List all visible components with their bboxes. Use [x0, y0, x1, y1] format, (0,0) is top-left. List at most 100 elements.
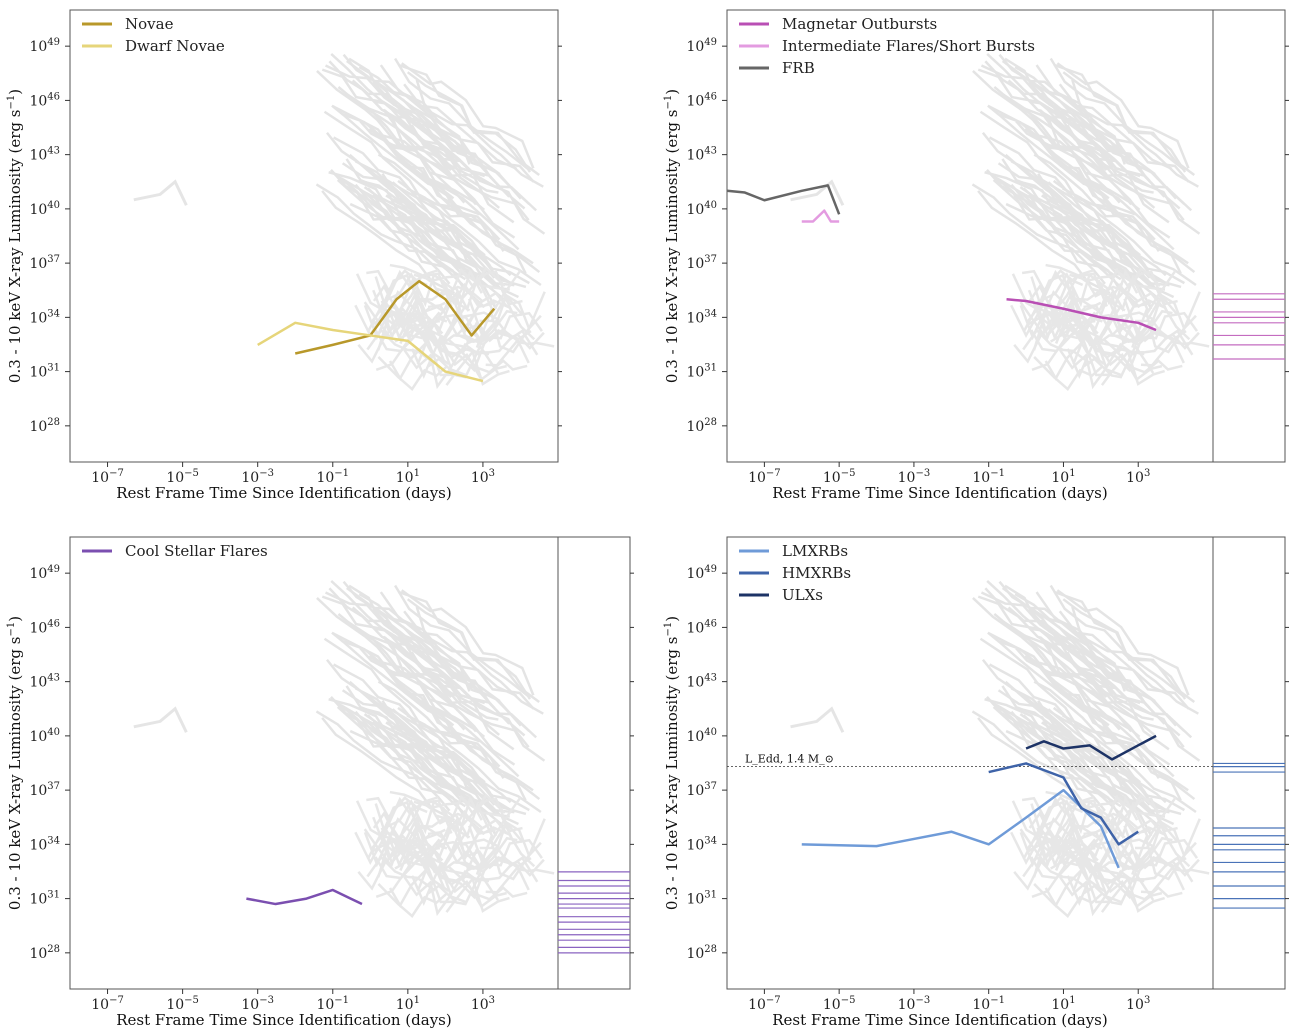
- background-curve: [354, 687, 485, 786]
- y-axis-label: 0.3 - 10 keV X-ray Luminosity (erg s−1): [6, 89, 24, 383]
- y-tick-label: 1043: [686, 673, 717, 691]
- series-line-novae: [294, 279, 496, 355]
- background-curve: [345, 685, 478, 796]
- background-curve: [1094, 864, 1163, 909]
- y-tick-label: 1043: [686, 146, 717, 164]
- x-tick-label: 103: [471, 995, 495, 1013]
- background-curve: [427, 301, 496, 338]
- background-curve: [984, 587, 1113, 691]
- background-curve: [1066, 334, 1136, 380]
- plot-area: [726, 9, 1214, 463]
- y-tick-label: 1046: [29, 91, 60, 109]
- background-curve: [984, 60, 1113, 164]
- x-axis-label: Rest Frame Time Since Identification (da…: [116, 484, 451, 502]
- background-curve: [1110, 796, 1177, 841]
- y-tick-label: 1028: [686, 417, 717, 435]
- background-curve: [133, 179, 188, 206]
- background-curve: [403, 349, 468, 390]
- background-curve: [1094, 337, 1163, 382]
- background-curve: [1049, 57, 1186, 172]
- background-curve: [971, 710, 1106, 812]
- background-curve: [1049, 584, 1186, 699]
- background-curve: [1022, 828, 1092, 868]
- background-curve: [439, 864, 507, 909]
- background-curve: [406, 71, 540, 177]
- background-curve: [1029, 100, 1154, 194]
- series-line-ulxs: [1025, 734, 1157, 761]
- background-curve: [403, 876, 468, 917]
- background-curve: [1030, 268, 1095, 309]
- y-tick-label: 1031: [29, 890, 60, 908]
- background-transients: [790, 579, 1210, 918]
- plot-area: [726, 536, 1214, 990]
- background-curve: [1110, 269, 1177, 314]
- y-tick-label: 1040: [29, 727, 60, 745]
- background-curve: [1062, 598, 1196, 704]
- background-curve: [427, 870, 500, 906]
- background-curve: [1058, 876, 1123, 917]
- background-curve: [415, 795, 483, 834]
- background-curve: [1134, 818, 1201, 859]
- background-curve: [467, 825, 543, 867]
- background-curve: [415, 268, 483, 307]
- background-curve: [1056, 589, 1190, 696]
- background-curve: [1004, 153, 1147, 267]
- x-tick-label: 103: [1126, 468, 1150, 486]
- background-curve: [375, 132, 516, 239]
- background-curve: [1001, 158, 1133, 269]
- background-curve: [459, 267, 523, 306]
- background-curve: [455, 796, 522, 841]
- plot-area: [69, 536, 559, 990]
- background-curve: [363, 297, 432, 341]
- background-curve: [993, 613, 1128, 704]
- background-curve: [1037, 173, 1171, 287]
- x-axis-label: Rest Frame Time Since Identification (da…: [772, 484, 1107, 502]
- y-tick-label: 1040: [686, 727, 717, 745]
- background-curve: [374, 852, 446, 889]
- background-curve: [790, 179, 845, 206]
- background-curve: [333, 172, 467, 281]
- y-tick-label: 1028: [29, 944, 60, 962]
- background-curve: [1022, 106, 1156, 209]
- background-curve: [133, 706, 188, 733]
- background-curve: [385, 194, 515, 287]
- background-curve: [372, 810, 441, 858]
- y-tick-label: 1046: [686, 618, 717, 636]
- background-curve: [375, 659, 516, 766]
- side-panel: [557, 536, 631, 990]
- background-curve: [400, 589, 535, 696]
- background-curve: [1140, 867, 1210, 894]
- background-curve: [1041, 194, 1170, 287]
- background-curve: [385, 721, 515, 814]
- background-curve: [996, 704, 1136, 806]
- background-curve: [1028, 283, 1096, 331]
- background-curve: [1015, 647, 1141, 738]
- background-curve: [971, 183, 1106, 285]
- background-curve: [1100, 349, 1166, 386]
- background-curve: [1056, 62, 1190, 169]
- y-tick-label: 1046: [686, 91, 717, 109]
- background-curve: [410, 861, 481, 906]
- background-curve: [401, 98, 530, 205]
- background-curve: [1100, 876, 1166, 913]
- background-curve: [374, 627, 499, 721]
- series-line-lmxrbs: [801, 788, 1120, 869]
- background-curve: [1019, 297, 1087, 341]
- y-axis-label: 0.3 - 10 keV X-ray Luminosity (erg s−1): [6, 616, 24, 910]
- background-curve: [1071, 268, 1139, 307]
- background-curve: [1028, 810, 1096, 858]
- background-curve: [1030, 610, 1166, 725]
- y-tick-label: 1049: [686, 564, 717, 582]
- background-curve: [366, 301, 437, 341]
- background-transients: [133, 579, 555, 918]
- background-curve: [366, 633, 500, 736]
- background-curve: [479, 818, 546, 859]
- y-axis-label: 0.3 - 10 keV X-ray Luminosity (erg s−1): [663, 89, 681, 383]
- background-curve: [1031, 659, 1171, 766]
- background-curve: [1083, 301, 1152, 338]
- background-curve: [379, 591, 518, 698]
- background-curve: [1083, 870, 1155, 906]
- background-curve: [406, 164, 534, 265]
- background-curve: [1066, 861, 1136, 907]
- series-line-intermediate-flares-short-bursts: [801, 209, 840, 223]
